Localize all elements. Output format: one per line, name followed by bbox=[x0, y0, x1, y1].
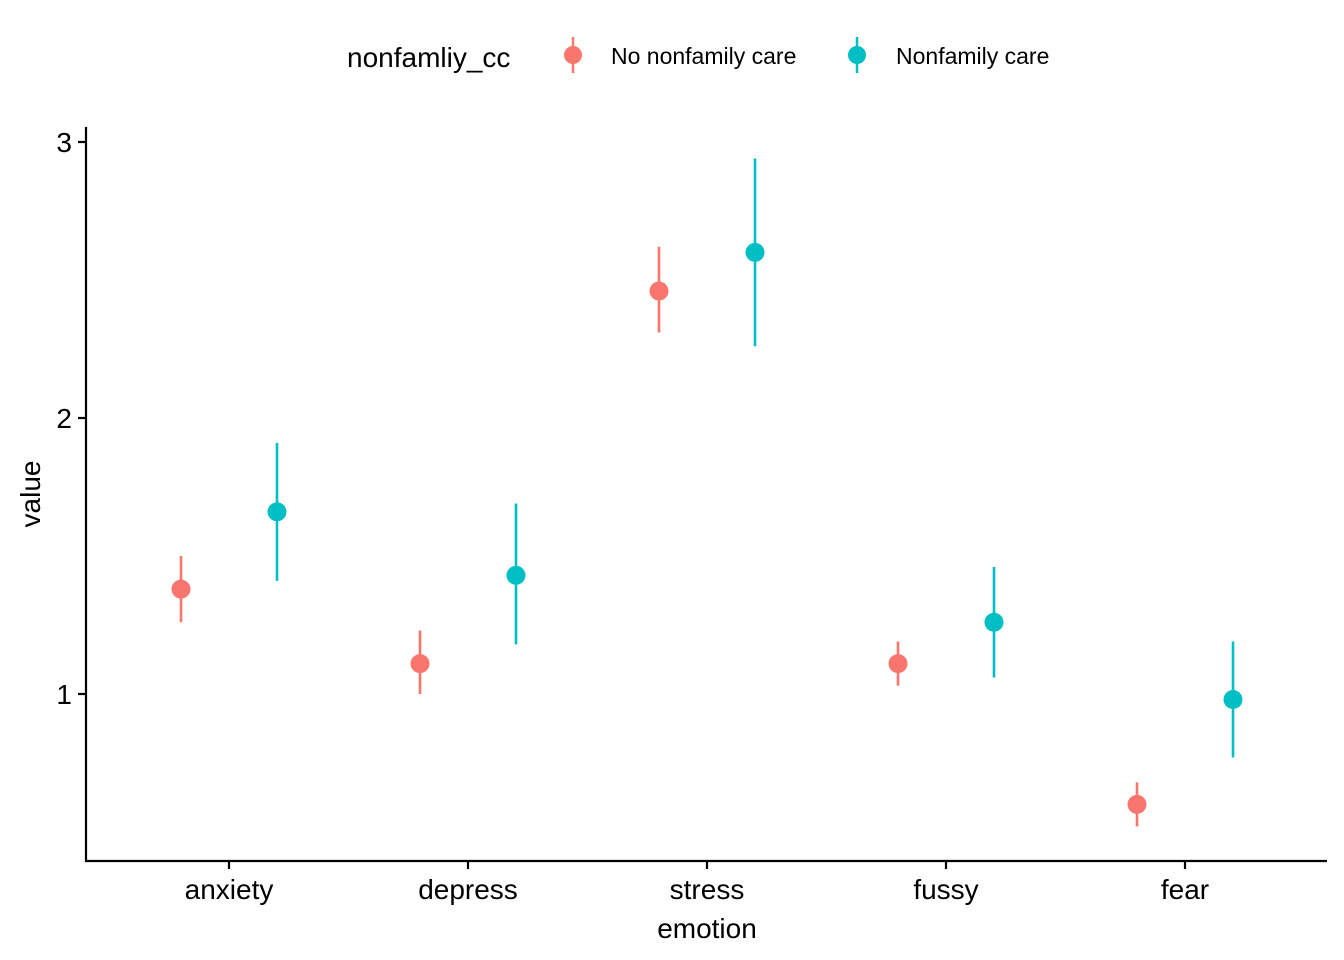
pointrange-nonfamily-care-anxiety bbox=[267, 442, 287, 581]
x-tick-label-fear: fear bbox=[1161, 874, 1209, 905]
pointrange-no-nonfamily-care-depress bbox=[410, 630, 430, 694]
data-point bbox=[649, 281, 669, 301]
x-axis-title: emotion bbox=[657, 913, 757, 944]
data-point bbox=[506, 565, 526, 585]
y-tick-label: 3 bbox=[56, 127, 72, 158]
pointrange-nonfamily-care-fear bbox=[1223, 641, 1243, 758]
plot-marks bbox=[171, 158, 1243, 827]
x-tick-label-fussy: fussy bbox=[913, 874, 978, 905]
pointrange-no-nonfamily-care-stress bbox=[649, 246, 669, 333]
legend-label-nonfamily-care: Nonfamily care bbox=[896, 43, 1049, 69]
y-axis-title: value bbox=[15, 461, 46, 528]
data-point bbox=[984, 612, 1004, 632]
legend: nonfamliy_cc No nonfamily care Nonfamily… bbox=[347, 37, 1049, 73]
data-point bbox=[1127, 794, 1147, 814]
data-point bbox=[888, 654, 908, 674]
pointrange-nonfamily-care-stress bbox=[745, 158, 765, 347]
x-tick-label-anxiety: anxiety bbox=[185, 874, 274, 905]
legend-label-no-nonfamily-care: No nonfamily care bbox=[611, 43, 796, 69]
pointrange-nonfamily-care-depress bbox=[506, 503, 526, 645]
data-point bbox=[267, 502, 287, 522]
legend-key-nonfamily-care bbox=[848, 37, 866, 73]
pointrange-no-nonfamily-care-fussy bbox=[888, 641, 908, 686]
x-tick-label-depress: depress bbox=[418, 874, 518, 905]
legend-key-point bbox=[848, 46, 866, 64]
x-axis-ticks: anxiety depress stress fussy fear bbox=[185, 861, 1209, 905]
pointrange-no-nonfamily-care-fear bbox=[1127, 782, 1147, 827]
y-tick-label: 2 bbox=[56, 403, 72, 434]
data-point bbox=[410, 654, 430, 674]
data-point bbox=[171, 579, 191, 599]
legend-key-no-nonfamily-care bbox=[564, 37, 582, 73]
legend-key-point bbox=[564, 46, 582, 64]
pointrange-nonfamily-care-fussy bbox=[984, 567, 1004, 678]
pointrange-no-nonfamily-care-anxiety bbox=[171, 556, 191, 623]
x-tick-label-stress: stress bbox=[670, 874, 745, 905]
y-axis-ticks: 1 2 3 bbox=[56, 127, 86, 710]
data-point bbox=[745, 242, 765, 262]
y-tick-label: 1 bbox=[56, 679, 72, 710]
legend-title: nonfamliy_cc bbox=[347, 42, 510, 73]
data-point bbox=[1223, 690, 1243, 710]
